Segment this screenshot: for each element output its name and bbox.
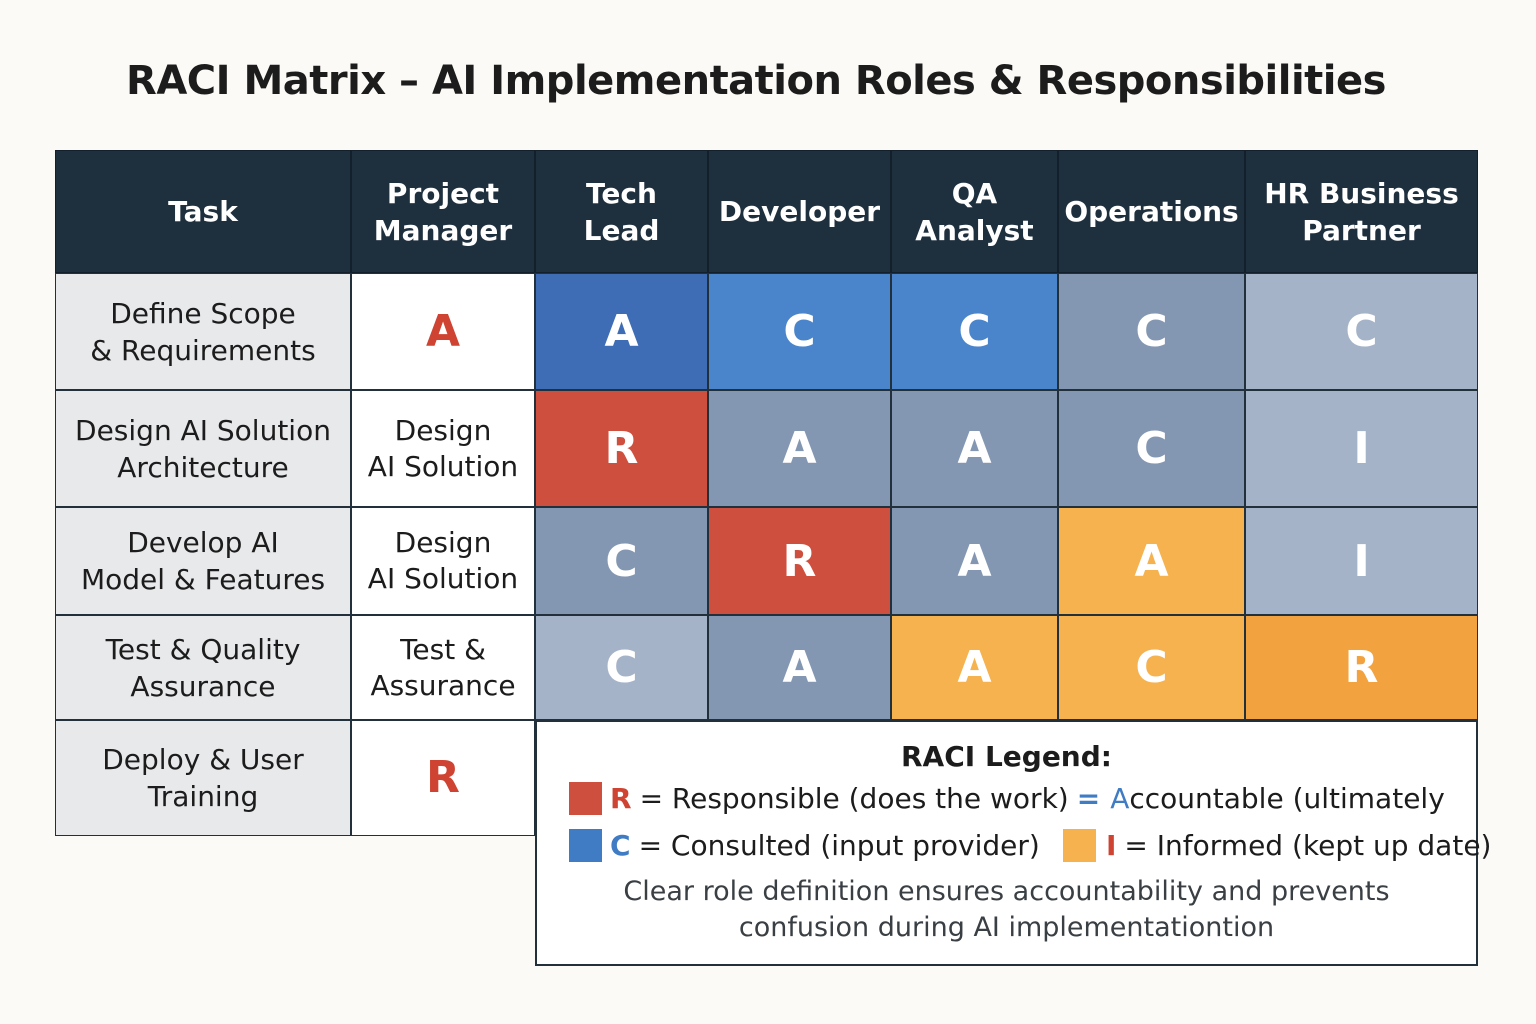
pm-cell: Test & Assurance <box>351 615 535 720</box>
legend-letter-a: A <box>1110 782 1130 815</box>
task-cell: Develop AI Model & Features <box>55 507 351 615</box>
header-task: Task <box>55 150 351 273</box>
raci-cell-tech-lead: C <box>535 615 708 720</box>
legend-text-informed: = Informed (kept up date) <box>1124 829 1492 862</box>
raci-cell-developer: A <box>708 390 891 507</box>
legend-letter-i: I <box>1106 829 1117 862</box>
header-operations: Operations <box>1058 150 1245 273</box>
raci-cell-operations: C <box>1058 615 1245 720</box>
legend-swatch-consulted <box>569 829 602 862</box>
task-cell: Define Scope & Requirements <box>55 273 351 390</box>
legend-text-consulted: = Consulted (input provider) <box>638 829 1040 862</box>
raci-cell-qa-analyst: A <box>891 390 1058 507</box>
raci-cell-hr-business-partner: I <box>1245 507 1478 615</box>
legend-swatch-responsible <box>569 782 602 815</box>
raci-legend: RACI Legend: R = Responsible (does the w… <box>535 720 1491 966</box>
raci-cell-hr-business-partner: I <box>1245 390 1478 507</box>
raci-cell-tech-lead: R <box>535 390 708 507</box>
legend-note: Clear role definition ensures accountabi… <box>623 876 1390 943</box>
legend-letter-c: C <box>610 829 631 862</box>
legend-swatch-informed <box>1063 829 1096 862</box>
header-project-manager: Project Manager <box>351 150 535 273</box>
raci-cell-developer: R <box>708 507 891 615</box>
pm-cell: Design AI Solution <box>351 507 535 615</box>
legend-text-accountable: ccountable (ultimately <box>1129 782 1445 815</box>
raci-cell-operations: A <box>1058 507 1245 615</box>
legend-letter-r: R <box>610 782 632 815</box>
legend-title: RACI Legend: <box>901 740 1112 773</box>
task-cell: Design AI Solution Architecture <box>55 390 351 507</box>
legend-line-informed: I = Informed (kept up date) <box>1063 829 1491 862</box>
page-title: RACI Matrix – AI Implementation Roles & … <box>126 58 1386 104</box>
pm-cell: R <box>351 720 535 836</box>
pm-cell: Design AI Solution <box>351 390 535 507</box>
raci-matrix: R Deploy & User Training R C A A C Test & Assur… <box>55 150 1491 966</box>
legend-line-responsible-accountable: R = Responsible (does the work) = A ccou… <box>569 782 1445 815</box>
header-qa-analyst: QA Analyst <box>891 150 1058 273</box>
raci-cell-qa-analyst: C <box>891 273 1058 390</box>
legend-text-responsible: = Responsible (does the work) <box>639 782 1069 815</box>
legend-line-consulted: C = Consulted (input provider) <box>569 829 1040 862</box>
pm-cell: A <box>351 273 535 390</box>
raci-cell-tech-lead: C <box>535 507 708 615</box>
raci-cell-qa-analyst: A <box>891 507 1058 615</box>
raci-cell-qa-analyst: A <box>891 615 1058 720</box>
raci-cell-hr-business-partner: R <box>1245 615 1478 720</box>
task-cell: Deploy & User Training <box>55 720 351 836</box>
header-developer: Developer <box>708 150 891 273</box>
header-hr-business-partner: HR Business Partner <box>1245 150 1478 273</box>
raci-cell-tech-lead: A <box>535 273 708 390</box>
header-tech-lead: Tech Lead <box>535 150 708 273</box>
raci-cell-hr-business-partner: C <box>1245 273 1478 390</box>
raci-cell-developer: C <box>708 273 891 390</box>
raci-cell-operations: C <box>1058 390 1245 507</box>
raci-cell-developer: A <box>708 615 891 720</box>
legend-equals-accountable: = <box>1076 782 1101 815</box>
task-cell: Test & Quality Assurance <box>55 615 351 720</box>
raci-cell-operations: C <box>1058 273 1245 390</box>
